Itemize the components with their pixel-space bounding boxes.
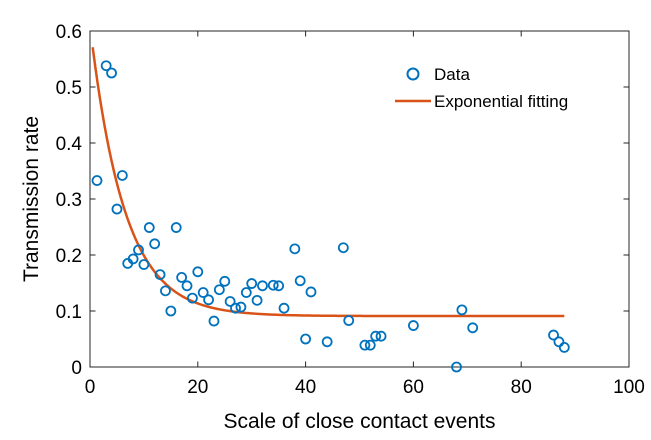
legend-fit-label: Exponential fitting xyxy=(434,92,568,111)
data-point xyxy=(192,266,204,278)
data-point xyxy=(111,203,123,215)
data-point xyxy=(558,341,570,353)
x-tick-label: 80 xyxy=(511,377,532,398)
data-point xyxy=(294,275,306,287)
data-point xyxy=(278,302,290,314)
data-point xyxy=(176,271,188,283)
y-tick-label: 0.3 xyxy=(56,190,82,211)
y-axis-title: Transmission rate xyxy=(20,116,43,282)
data-point xyxy=(197,287,209,298)
data-point xyxy=(289,243,301,255)
data-point xyxy=(451,361,462,373)
data-point xyxy=(208,315,220,327)
data-point xyxy=(370,330,382,342)
data-point xyxy=(273,280,285,292)
data-point xyxy=(149,238,161,250)
data-point xyxy=(240,287,252,298)
y-tick-label: 0.4 xyxy=(56,134,83,155)
data-point xyxy=(165,305,177,317)
data-point xyxy=(456,304,468,316)
data-point xyxy=(321,336,333,348)
data-point xyxy=(154,269,166,281)
data-point xyxy=(375,330,387,342)
data-point xyxy=(407,320,419,331)
data-point xyxy=(300,333,312,345)
data-point xyxy=(170,222,182,233)
data-point xyxy=(364,339,376,351)
data-point xyxy=(181,280,193,292)
axis-ticks xyxy=(89,30,630,368)
data-point xyxy=(246,278,258,289)
data-point xyxy=(203,294,214,306)
fit-curve xyxy=(91,47,565,318)
data-point xyxy=(106,67,117,79)
data-point xyxy=(138,259,150,270)
data-point xyxy=(251,294,263,306)
x-tick-label: 60 xyxy=(403,377,424,398)
y-tick-label: 0.6 xyxy=(56,22,82,43)
fit-series xyxy=(91,47,565,318)
data-point xyxy=(467,322,479,334)
y-tick-labels: 0 0.1 0.2 0.3 0.4 0.5 0.6 xyxy=(56,22,83,379)
data-point xyxy=(116,170,128,181)
x-tick-label: 0 xyxy=(85,377,96,398)
data-point xyxy=(127,253,139,265)
data-point xyxy=(213,284,225,296)
y-tick-label: 0.5 xyxy=(56,78,82,99)
data-point xyxy=(553,336,565,348)
data-point xyxy=(133,244,144,256)
y-tick-label: 0.1 xyxy=(56,302,82,323)
legend-data-marker xyxy=(406,67,420,81)
data-point xyxy=(305,286,317,298)
y-tick-label: 0 xyxy=(71,358,82,379)
x-tick-label: 100 xyxy=(613,377,645,398)
data-point xyxy=(143,222,155,233)
data-point xyxy=(235,301,247,313)
data-point xyxy=(230,302,241,314)
data-point xyxy=(359,339,371,351)
data-point xyxy=(257,280,268,292)
y-tick-label: 0.2 xyxy=(56,246,82,267)
x-axis-title: Scale of close contact events xyxy=(224,410,496,433)
data-point xyxy=(343,315,355,326)
data-series xyxy=(91,60,570,373)
data-point xyxy=(100,60,112,72)
data-point xyxy=(91,175,103,186)
data-point xyxy=(187,292,198,304)
x-tick-label: 20 xyxy=(187,377,208,398)
data-point xyxy=(224,296,236,307)
data-point xyxy=(337,242,349,254)
legend: Data Exponential fitting xyxy=(395,65,568,111)
legend-data-label: Data xyxy=(434,65,470,84)
x-tick-labels: 0 20 40 60 80 100 xyxy=(85,377,645,398)
x-tick-label: 40 xyxy=(295,377,316,398)
plot-area xyxy=(89,30,630,368)
data-point xyxy=(267,279,279,291)
data-point xyxy=(160,285,171,297)
data-point xyxy=(219,275,231,287)
data-point xyxy=(548,329,559,341)
